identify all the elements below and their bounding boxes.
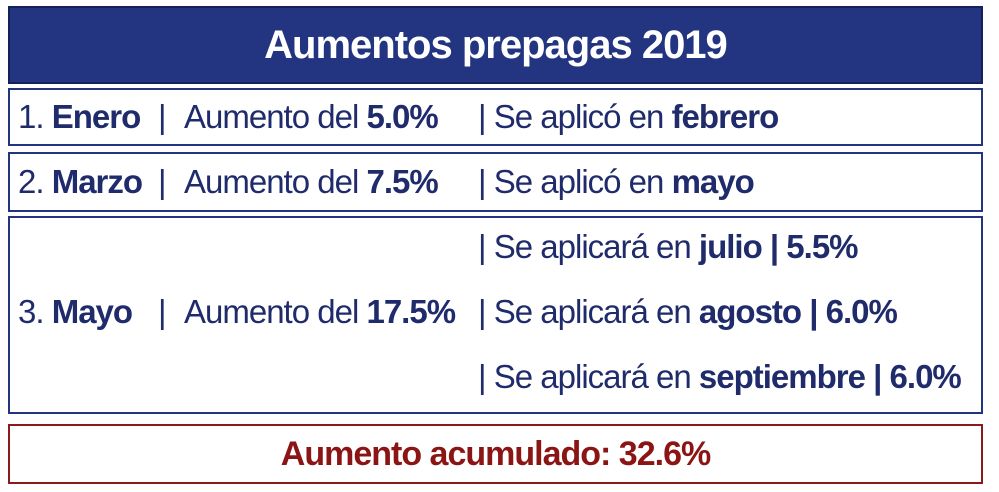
separator: | (478, 163, 487, 200)
table-row: 2. Marzo | Aumento del 7.5% | Se aplicó … (8, 152, 983, 212)
page-title: Aumentos prepagas 2019 (264, 22, 728, 67)
aplicacion-month: agosto (698, 293, 802, 330)
aumento-cell: Aumento del 5.0% (184, 98, 439, 136)
row-month-cell: 1. Enero (18, 98, 142, 136)
row-month: Mayo (51, 293, 133, 330)
aplicacion-cell: | Se aplicó en mayo (478, 163, 755, 201)
separator: | (478, 293, 487, 330)
aumento-label: Aumento del (184, 98, 359, 135)
aplicacion-pct: | 6.0% (809, 293, 898, 330)
aplicacion-month: septiembre (698, 358, 866, 395)
separator: | (478, 358, 487, 395)
separator: | (158, 98, 167, 135)
aumento-label: Aumento del (184, 293, 359, 330)
total-label: Aumento acumulado: 32.6% (280, 434, 711, 473)
title-banner: Aumentos prepagas 2019 (8, 6, 983, 84)
aplicacion-label: Se aplicará en (493, 293, 692, 330)
aplicacion-pct: | 5.5% (769, 228, 859, 265)
aumento-value: 5.0% (366, 98, 438, 135)
aplicacion-label: Se aplicará en (493, 228, 692, 265)
table-row: 1. Enero | Aumento del 5.0% | Se aplicó … (8, 88, 983, 146)
separator: | (478, 98, 487, 135)
total-box: Aumento acumulado: 32.6% (8, 424, 983, 484)
row-month: Enero (51, 98, 142, 135)
aplicacion-month: mayo (671, 163, 755, 200)
aplicacion-label: Se aplicará en (493, 358, 692, 395)
separator: | (158, 163, 167, 200)
row-month-cell: 2. Marzo (18, 163, 143, 201)
row-number: 3. (18, 293, 45, 330)
row-number: 2. (18, 163, 45, 200)
aplicacion-cell: | Se aplicará en septiembre | 6.0% (478, 358, 962, 396)
row-month: Marzo (51, 163, 143, 200)
aplicacion-cell: | Se aplicará en agosto | 6.0% (478, 293, 898, 331)
row-number: 1. (18, 98, 45, 135)
aumento-value: 17.5% (366, 293, 456, 330)
aplicacion-month: febrero (671, 98, 780, 135)
separator: | (158, 293, 167, 330)
aplicacion-cell: | Se aplicará en julio | 5.5% (478, 228, 859, 266)
aumento-cell: Aumento del 17.5% (184, 293, 456, 331)
aplicacion-cell: | Se aplicó en febrero (478, 98, 780, 136)
aumento-label: Aumento del (184, 163, 359, 200)
aumento-value: 7.5% (366, 163, 438, 200)
aplicacion-label: Se aplicó en (493, 98, 665, 135)
separator: | (478, 228, 487, 265)
table-row: 3. Mayo | Aumento del 17.5% | Se aplicar… (8, 216, 983, 414)
aplicacion-pct: | 6.0% (873, 358, 962, 395)
aplicacion-label: Se aplicó en (493, 163, 665, 200)
row-month-cell: 3. Mayo (18, 293, 133, 331)
aumento-cell: Aumento del 7.5% (184, 163, 439, 201)
aplicacion-month: julio (698, 228, 763, 265)
